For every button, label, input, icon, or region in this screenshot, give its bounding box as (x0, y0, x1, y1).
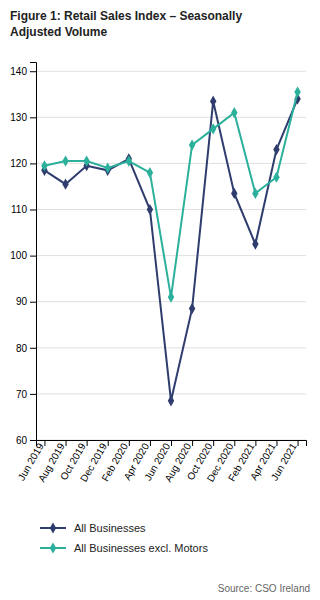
series-marker (189, 139, 195, 150)
grid-line (36, 117, 306, 118)
source: Source: CSO Ireland (218, 583, 310, 594)
legend-label: All Businesses (74, 522, 146, 534)
x-tick-mark (66, 440, 67, 446)
y-tick-label: 100 (10, 250, 27, 261)
x-tick: Jun 2021 (269, 440, 299, 482)
title-line: Figure 1: Retail Sales Index – Seasonall… (10, 9, 242, 23)
x-tick-mark (255, 440, 256, 446)
x-tick-mark (129, 440, 130, 446)
x-tick-mark (298, 440, 299, 446)
y-tick: 90 (16, 296, 36, 307)
y-tick: 110 (11, 204, 36, 215)
series-marker (147, 204, 153, 215)
series-marker (231, 107, 237, 118)
series-marker (62, 179, 68, 190)
y-tick-label: 60 (16, 435, 28, 446)
y-axis-line (30, 63, 37, 441)
series-marker (147, 167, 153, 178)
y-tick-label: 110 (11, 204, 27, 215)
legend: All Businesses All Businesses excl. Motor… (40, 522, 208, 554)
series-marker (126, 156, 132, 167)
legend-marker (50, 522, 56, 533)
series-marker (62, 156, 68, 167)
y-tick-mark (30, 440, 36, 441)
y-tick-mark (30, 71, 36, 72)
plot: 60 70 80 90 100 110 120 130 140 Jun 2019Aug 2019O… (10, 63, 306, 484)
x-tick-mark (87, 440, 88, 446)
y-axis: 60 70 80 90 100 110 120 130 140 (10, 63, 36, 446)
y-tick-label: 90 (16, 296, 28, 307)
series-marker (83, 156, 89, 167)
x-tick-mark (192, 440, 193, 446)
legend-label: All Businesses excl. Motors (74, 542, 208, 554)
series-marker (294, 86, 300, 97)
grid-line (36, 209, 306, 210)
x-tick-mark (213, 440, 214, 446)
grid-line (36, 71, 306, 72)
y-tick-mark (30, 163, 36, 164)
grid-line (36, 255, 306, 256)
y-tick: 60 (16, 435, 36, 446)
series (41, 86, 301, 302)
x-tick-mark (108, 440, 109, 446)
series-marker (210, 123, 216, 134)
chart: Figure 1: Retail Sales Index – Seasonall… (0, 0, 320, 600)
series (41, 93, 301, 406)
grid-line (36, 347, 306, 348)
series-marker (168, 395, 174, 406)
series-line (44, 92, 297, 297)
y-tick-label: 140 (10, 66, 27, 77)
y-tick-label: 130 (10, 112, 27, 123)
legend-marker (50, 542, 56, 553)
marks (41, 86, 301, 406)
series-marker (273, 144, 279, 155)
y-tick: 140 (10, 66, 36, 77)
series-marker (168, 292, 174, 303)
x-tick-mark (276, 440, 277, 446)
y-tick-label: 70 (16, 389, 28, 400)
series-marker (252, 188, 258, 199)
title: Figure 1: Retail Sales Index – Seasonall… (10, 9, 242, 39)
title-line: Adjusted Volume (10, 25, 107, 39)
x-tick-mark (234, 440, 235, 446)
y-tick: 130 (10, 112, 36, 123)
y-tick-mark (30, 394, 36, 395)
series-marker (189, 303, 195, 314)
x-tick-label: Jun 2021 (269, 441, 299, 483)
series-marker (210, 96, 216, 107)
legend-item: All Businesses (40, 522, 146, 534)
y-tick: 120 (10, 158, 36, 169)
y-tick-mark (30, 210, 36, 211)
x-tick-mark (150, 440, 151, 446)
y-tick: 100 (10, 250, 36, 261)
series-marker (41, 160, 47, 171)
x-axis: Jun 2019Aug 2019Oct 2019Dec 2019Feb 2020… (16, 440, 307, 484)
x-tick-mark (44, 440, 45, 446)
grid-line (36, 163, 306, 164)
grid (36, 71, 306, 440)
series-marker (104, 162, 110, 173)
y-tick: 80 (16, 343, 36, 354)
x-tick-mark (171, 440, 172, 446)
series-marker (231, 188, 237, 199)
y-tick: 70 (16, 389, 36, 400)
y-tick-mark (30, 348, 36, 349)
y-tick-mark (30, 117, 36, 118)
series-line (44, 99, 297, 401)
y-tick-label: 80 (16, 343, 28, 354)
legend-item: All Businesses excl. Motors (40, 542, 208, 554)
series-marker (273, 172, 279, 183)
y-tick-mark (30, 256, 36, 257)
y-tick-mark (30, 302, 36, 303)
series-marker (252, 239, 258, 250)
y-tick-label: 120 (10, 158, 27, 169)
